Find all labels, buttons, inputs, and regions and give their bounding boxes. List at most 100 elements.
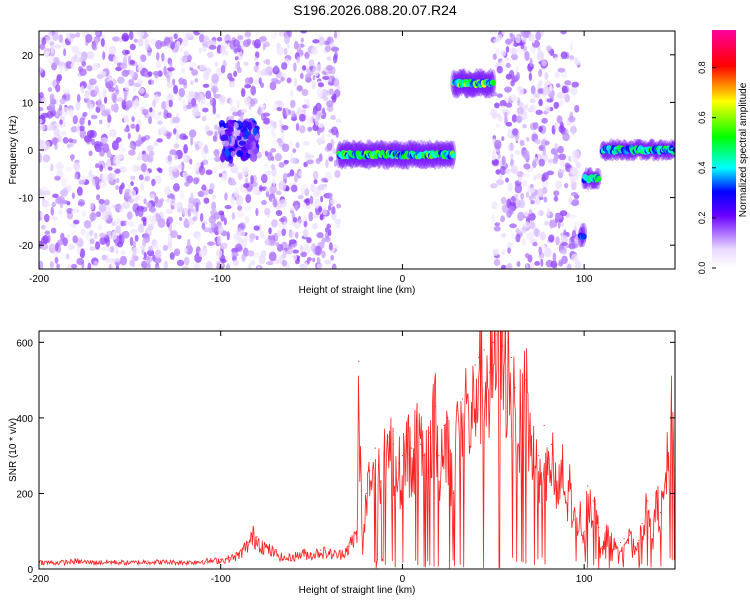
spectrogram-cell: [137, 208, 144, 218]
spectrogram-cell: [547, 207, 551, 217]
spectrogram-cell: [95, 31, 101, 36]
spectrogram-cell: [95, 146, 103, 153]
spectrogram-cell: [71, 192, 76, 200]
spectrogram-cell: [525, 263, 529, 269]
spectrogram-cell: [73, 161, 80, 171]
snr-point: [538, 455, 540, 457]
spectrogram-cell: [197, 234, 201, 242]
spectrogram-cell: [281, 228, 286, 237]
spectrogram-cell: [257, 106, 262, 116]
spectrogram-cell: [285, 186, 290, 192]
spectrogram-cell: [567, 263, 572, 269]
spectrogram-cell: [266, 261, 274, 266]
spectrogram-cell: [509, 223, 517, 229]
spectrogram-cell: [184, 32, 193, 38]
spectrogram-cell: [524, 51, 530, 61]
spectrogram-cell: [76, 186, 83, 196]
snr-point: [638, 540, 640, 542]
spectrogram-cell: [533, 175, 537, 181]
spectrogram-cell: [191, 97, 197, 107]
spectrogram-cell: [288, 248, 294, 253]
spectrogram-cell: [552, 252, 557, 263]
spectrogram-cell: [298, 170, 303, 177]
spectrogram-cell: [179, 190, 185, 201]
spectrogram-cell: [182, 135, 189, 140]
spectrogram-cell: [184, 181, 190, 187]
spectrogram-cell: [118, 234, 123, 244]
spectrogram-cell: [335, 31, 341, 41]
snr-point: [619, 541, 622, 544]
spectrogram-cell: [122, 220, 127, 227]
spectrogram-cell: [72, 235, 78, 244]
spectrogram-cell: [168, 99, 173, 108]
spectrogram-cell: [130, 181, 134, 187]
spectrogram-cell: [258, 36, 267, 42]
spectrogram-cell: [581, 222, 588, 244]
spectrogram-cell: [505, 264, 513, 269]
x-tick-label: 100: [576, 274, 593, 285]
spectrogram-cell: [555, 180, 562, 190]
spectrogram-cell: [306, 257, 312, 262]
spectrogram-cell: [115, 225, 121, 234]
spectrogram-cell: [201, 184, 207, 191]
spectrogram-cell: [172, 78, 176, 86]
spectrogram-cell: [264, 67, 268, 76]
spectrogram-cell: [239, 132, 245, 137]
spectrogram-cell: [553, 56, 559, 62]
spectrogram-cell: [99, 236, 107, 245]
spectrogram-cell: [218, 120, 226, 127]
spectrogram-cell: [131, 116, 135, 122]
spectrogram-cell: [144, 39, 149, 50]
spectrogram-cell: [273, 121, 277, 129]
spectrogram-cell: [197, 94, 201, 103]
spectrogram-cell: [188, 129, 197, 138]
spectrogram-cell: [131, 253, 136, 263]
spectrogram-cell: [549, 85, 553, 92]
spectrogram-cell: [161, 101, 167, 110]
spectrogram-cell: [495, 123, 501, 128]
spectrogram-cell: [516, 261, 521, 268]
spectrogram-cell: [205, 125, 211, 131]
spectrogram-cell: [501, 155, 506, 166]
spectrogram-cell: [320, 239, 325, 249]
spectrogram-cell: [230, 150, 236, 158]
spectrogram-cell: [109, 246, 115, 253]
snr-point: [461, 398, 463, 400]
spectrogram-cell: [241, 166, 250, 176]
spectrogram-cell: [136, 156, 141, 161]
spectrogram-cell: [125, 100, 133, 109]
spectrogram-cell: [72, 115, 78, 125]
spectrogram-cell: [224, 192, 228, 201]
spectrogram-cell: [335, 220, 341, 229]
spectrogram-cell: [302, 64, 307, 71]
spectrogram-cell: [93, 260, 99, 267]
spectrogram-cell: [575, 172, 579, 180]
spectrogram-cell: [538, 80, 543, 86]
spectrogram-cell: [558, 153, 567, 161]
spectrogram-cell: [119, 255, 127, 266]
spectrogram-cell: [553, 195, 559, 202]
spectrogram-cell: [519, 139, 525, 147]
spectrogram-cell: [264, 163, 269, 168]
spectrogram-cell: [556, 115, 563, 124]
spectrogram-cell: [145, 201, 152, 209]
spectrogram-cell: [574, 260, 582, 269]
spectrogram-cell: [112, 55, 119, 65]
spectrogram-cell: [526, 232, 534, 241]
spectrogram-cell: [282, 172, 288, 182]
snr-xlabel: Height of straight line (km): [299, 585, 416, 596]
spectrogram-cell: [279, 217, 286, 223]
spectrogram-cell: [450, 152, 456, 159]
snr-point: [238, 553, 240, 555]
colorbar: [712, 30, 736, 268]
spectrogram-cell: [180, 161, 185, 172]
spectrogram-cell: [208, 188, 214, 195]
spectrogram-cell: [166, 216, 174, 225]
spectrogram-cell: [507, 128, 512, 138]
spectrogram-cell: [138, 87, 145, 94]
spectrogram-cell: [331, 206, 336, 215]
spectrogram-cell: [500, 215, 506, 223]
spectrogram-cell: [544, 72, 549, 80]
spectrogram-cell: [205, 90, 212, 100]
spectrogram-cell: [306, 237, 312, 244]
